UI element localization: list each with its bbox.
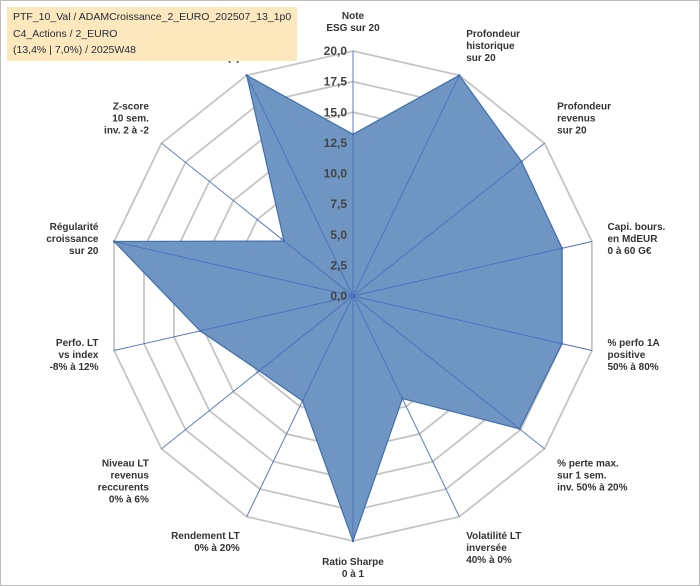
tick-label-4: 10,0 [324, 167, 348, 181]
spoke-12 [161, 142, 354, 297]
data-point-0 [351, 133, 355, 136]
axis-label-5-line-2: inv. 50% à 20% [557, 483, 628, 494]
axis-label-12-line-1: 10 sem. [112, 113, 149, 124]
tick-label-2: 5,0 [330, 228, 347, 242]
axis-label-10-line-0: Perfo. LT [56, 338, 99, 349]
axis-label-4: % perfo 1A positive 50% à 80% [608, 338, 660, 373]
spoke-8 [246, 295, 354, 517]
axis-label-2-line-1: revenus [557, 113, 596, 124]
spoke-1 [352, 75, 460, 297]
axis-label-12-line-0: Z-score [113, 101, 150, 112]
axis-label-3-line-2: 0 à 60 G€ [608, 246, 652, 257]
tick-label-8: 20,0 [324, 44, 348, 58]
axis-label-5-line-0: % perte max. [557, 459, 619, 470]
tick-label-5: 12,5 [324, 136, 348, 150]
axis-label-0-line-0: Note [342, 11, 365, 22]
axis-label-7: Ratio Sharpe 0 à 1 [322, 557, 384, 580]
axis-label-6-line-2: 40% à 0% [466, 555, 512, 566]
axis-label-10-line-1: vs index [58, 350, 98, 361]
axis-label-2-line-2: sur 20 [557, 125, 587, 136]
axis-label-4-line-1: positive [608, 350, 646, 361]
data-point-3 [560, 247, 564, 250]
axis-label-1: Profondeur historique sur 20 [466, 29, 520, 64]
axis-label-3: Capi. bours. en MdEUR 0 à 60 G€ [608, 222, 666, 257]
tick-label-0: 0,0 [330, 289, 347, 303]
tick-label-1: 2,5 [330, 258, 347, 272]
spoke-9 [161, 295, 354, 450]
data-point-2 [520, 160, 523, 163]
axis-label-5-line-1: sur 1 sem. [557, 471, 607, 482]
axis-label-7-line-1: 0 à 1 [342, 569, 365, 580]
chart-title-box: PTF_10_Val / ADAMCroissance_2_EURO_20250… [7, 7, 297, 61]
data-point-13 [245, 74, 248, 77]
axis-label-1-line-2: sur 20 [466, 53, 496, 64]
axis-label-9-line-2: reccurents [98, 483, 150, 494]
axis-label-3-line-1: en MdEUR [608, 234, 659, 245]
data-point-4 [560, 342, 564, 345]
tick-label-7: 17,5 [324, 75, 348, 89]
axis-label-8: Rendement LT 0% à 20% [171, 531, 240, 554]
axis-label-11: Régularité croissance sur 20 [46, 222, 99, 257]
axis-label-9-line-0: Niveau LT [102, 459, 149, 470]
spoke-4 [352, 295, 593, 351]
spoke-5 [352, 295, 545, 450]
axis-label-1-line-0: Profondeur [466, 29, 520, 40]
axis-label-5: % perte max. sur 1 sem. inv. 50% à 20% [557, 459, 628, 494]
axis-label-8-line-1: 0% à 20% [194, 543, 240, 554]
axis-label-9-line-1: revenus [111, 471, 150, 482]
data-point-6 [401, 397, 404, 400]
tick-label-6: 15,0 [324, 105, 348, 119]
axis-label-9-line-3: 0% à 6% [109, 495, 149, 506]
axis-label-6: Volatilité LT inversée 40% à 0% [466, 531, 521, 566]
axis-label-8-line-0: Rendement LT [171, 531, 240, 542]
axis-label-12: Z-score 10 sem. inv. 2 à -2 [104, 101, 149, 136]
axis-label-10: Perfo. LT vs index -8% à 12% [50, 338, 99, 373]
data-point-7 [351, 539, 355, 543]
data-point-8 [301, 399, 304, 403]
axis-label-2-line-0: Profondeur [557, 101, 611, 112]
axis-label-4-line-0: % perfo 1A [608, 338, 660, 349]
axis-label-7-line-0: Ratio Sharpe [322, 557, 384, 568]
spoke-10 [113, 295, 354, 351]
axis-label-0-line-1: ESG sur 20 [326, 23, 380, 34]
tick-label-3: 7,5 [330, 197, 347, 211]
spoke-11 [113, 241, 354, 297]
spoke-2 [352, 142, 545, 297]
axis-label-11-line-2: sur 20 [69, 246, 99, 257]
axis-label-4-line-2: 50% à 80% [608, 362, 659, 373]
data-point-9 [257, 369, 261, 372]
data-point-11 [112, 240, 116, 243]
axis-label-9: Niveau LT revenus reccurents 0% à 6% [98, 459, 150, 506]
axis-label-1-line-1: historique [466, 41, 515, 52]
axis-label-12-line-2: inv. 2 à -2 [104, 125, 149, 136]
axis-label-3-line-0: Capi. bours. [608, 222, 666, 233]
data-point-1 [458, 74, 461, 77]
title-line-2: C4_Actions / 2_EURO [13, 28, 118, 40]
title-line-1: PTF_10_Val / ADAMCroissance_2_EURO_20250… [13, 11, 292, 23]
axis-label-10-line-2: -8% à 12% [50, 362, 99, 373]
spoke-3 [352, 241, 593, 297]
spoke-13 [246, 75, 354, 297]
axis-label-6-line-1: inversée [466, 543, 507, 554]
axis-label-6-line-0: Volatilité LT [466, 531, 521, 542]
data-point-12 [282, 239, 286, 243]
axis-label-11-line-1: croissance [46, 234, 99, 245]
data-point-10 [198, 329, 202, 333]
spoke-6 [352, 295, 460, 517]
data-point-5 [518, 427, 521, 431]
axis-label-11-line-0: Régularité [50, 222, 99, 233]
axis-label-2: Profondeur revenus sur 20 [557, 101, 611, 136]
axis-label-0: Note ESG sur 20 [326, 11, 380, 34]
title-line-3: (13,4% | 7,0%) / 2025W48 [13, 44, 136, 56]
